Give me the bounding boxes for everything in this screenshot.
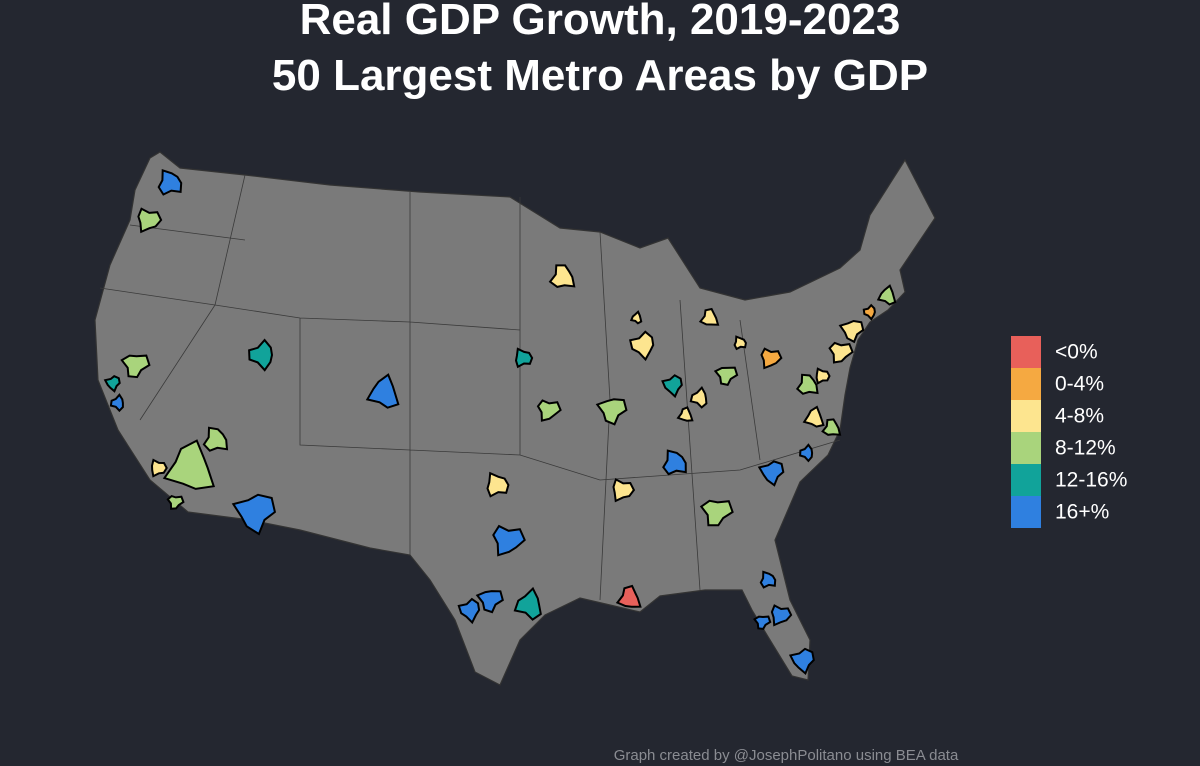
legend-swatch (1011, 336, 1041, 368)
metro-area (759, 570, 777, 589)
metro-area (137, 207, 163, 234)
state-borders (99, 174, 841, 601)
metro-area (365, 373, 400, 409)
metro-area (628, 330, 655, 362)
metro-area (595, 398, 628, 426)
metro-area (699, 499, 734, 527)
credit: Graph created by @JosephPolitano using B… (614, 747, 959, 764)
metro-area (815, 367, 831, 385)
metro-area (166, 494, 185, 510)
metro-area (103, 375, 121, 393)
metro-area (486, 471, 510, 498)
metro-area (676, 406, 694, 422)
legend-swatch (1011, 432, 1041, 464)
metro-area (876, 284, 897, 306)
metro-area (615, 584, 642, 608)
metro-area (760, 347, 783, 370)
metro-area (828, 341, 854, 364)
metro-area (770, 604, 793, 627)
legend-swatch (1011, 496, 1041, 528)
metro-area (162, 439, 216, 490)
metro-area (157, 169, 183, 196)
metro-area (795, 373, 819, 395)
legend-label: 16+% (1055, 501, 1109, 524)
metro-area (629, 310, 643, 325)
metro-area (231, 493, 277, 536)
metro-area (548, 264, 576, 288)
metro-area (753, 615, 772, 630)
metro-area (698, 307, 720, 326)
metro-area (514, 347, 534, 369)
metro-area (513, 586, 542, 621)
legend-label: <0% (1055, 341, 1098, 364)
metro-areas (103, 169, 897, 676)
metro-area (475, 590, 504, 614)
metro-area (492, 524, 526, 557)
metro-area (788, 647, 815, 676)
title-line-2: 50 Largest Metro Areas by GDP (272, 51, 928, 100)
metro-area (838, 319, 865, 344)
metro-area (733, 335, 747, 351)
metro-area (248, 338, 274, 372)
legend-swatch (1011, 400, 1041, 432)
metro-area (457, 597, 481, 625)
metro-area (661, 374, 683, 399)
legend-swatch (1011, 464, 1041, 496)
legend-swatch (1011, 368, 1041, 400)
metro-area (689, 386, 708, 409)
metro-area (109, 393, 124, 413)
metro-area (120, 354, 151, 379)
metro-area (202, 426, 229, 452)
legend-label: 8-12% (1055, 437, 1116, 460)
title-line-1: Real GDP Growth, 2019-2023 (300, 0, 901, 44)
metro-area (802, 405, 825, 428)
metro-area (713, 366, 739, 387)
legend-label: 12-16% (1055, 469, 1127, 492)
metro-area (757, 460, 785, 487)
metro-area (536, 399, 562, 422)
metro-area (150, 458, 168, 478)
metro-area (612, 477, 636, 503)
metro-area (862, 303, 876, 321)
legend-label: 0-4% (1055, 373, 1104, 396)
metro-area (799, 443, 814, 463)
legend: <0% 0-4% 4-8% 8-12% 12-16% 16+% (1011, 336, 1127, 528)
metro-area (662, 449, 687, 476)
legend-label: 4-8% (1055, 405, 1104, 428)
metro-area (821, 418, 842, 436)
